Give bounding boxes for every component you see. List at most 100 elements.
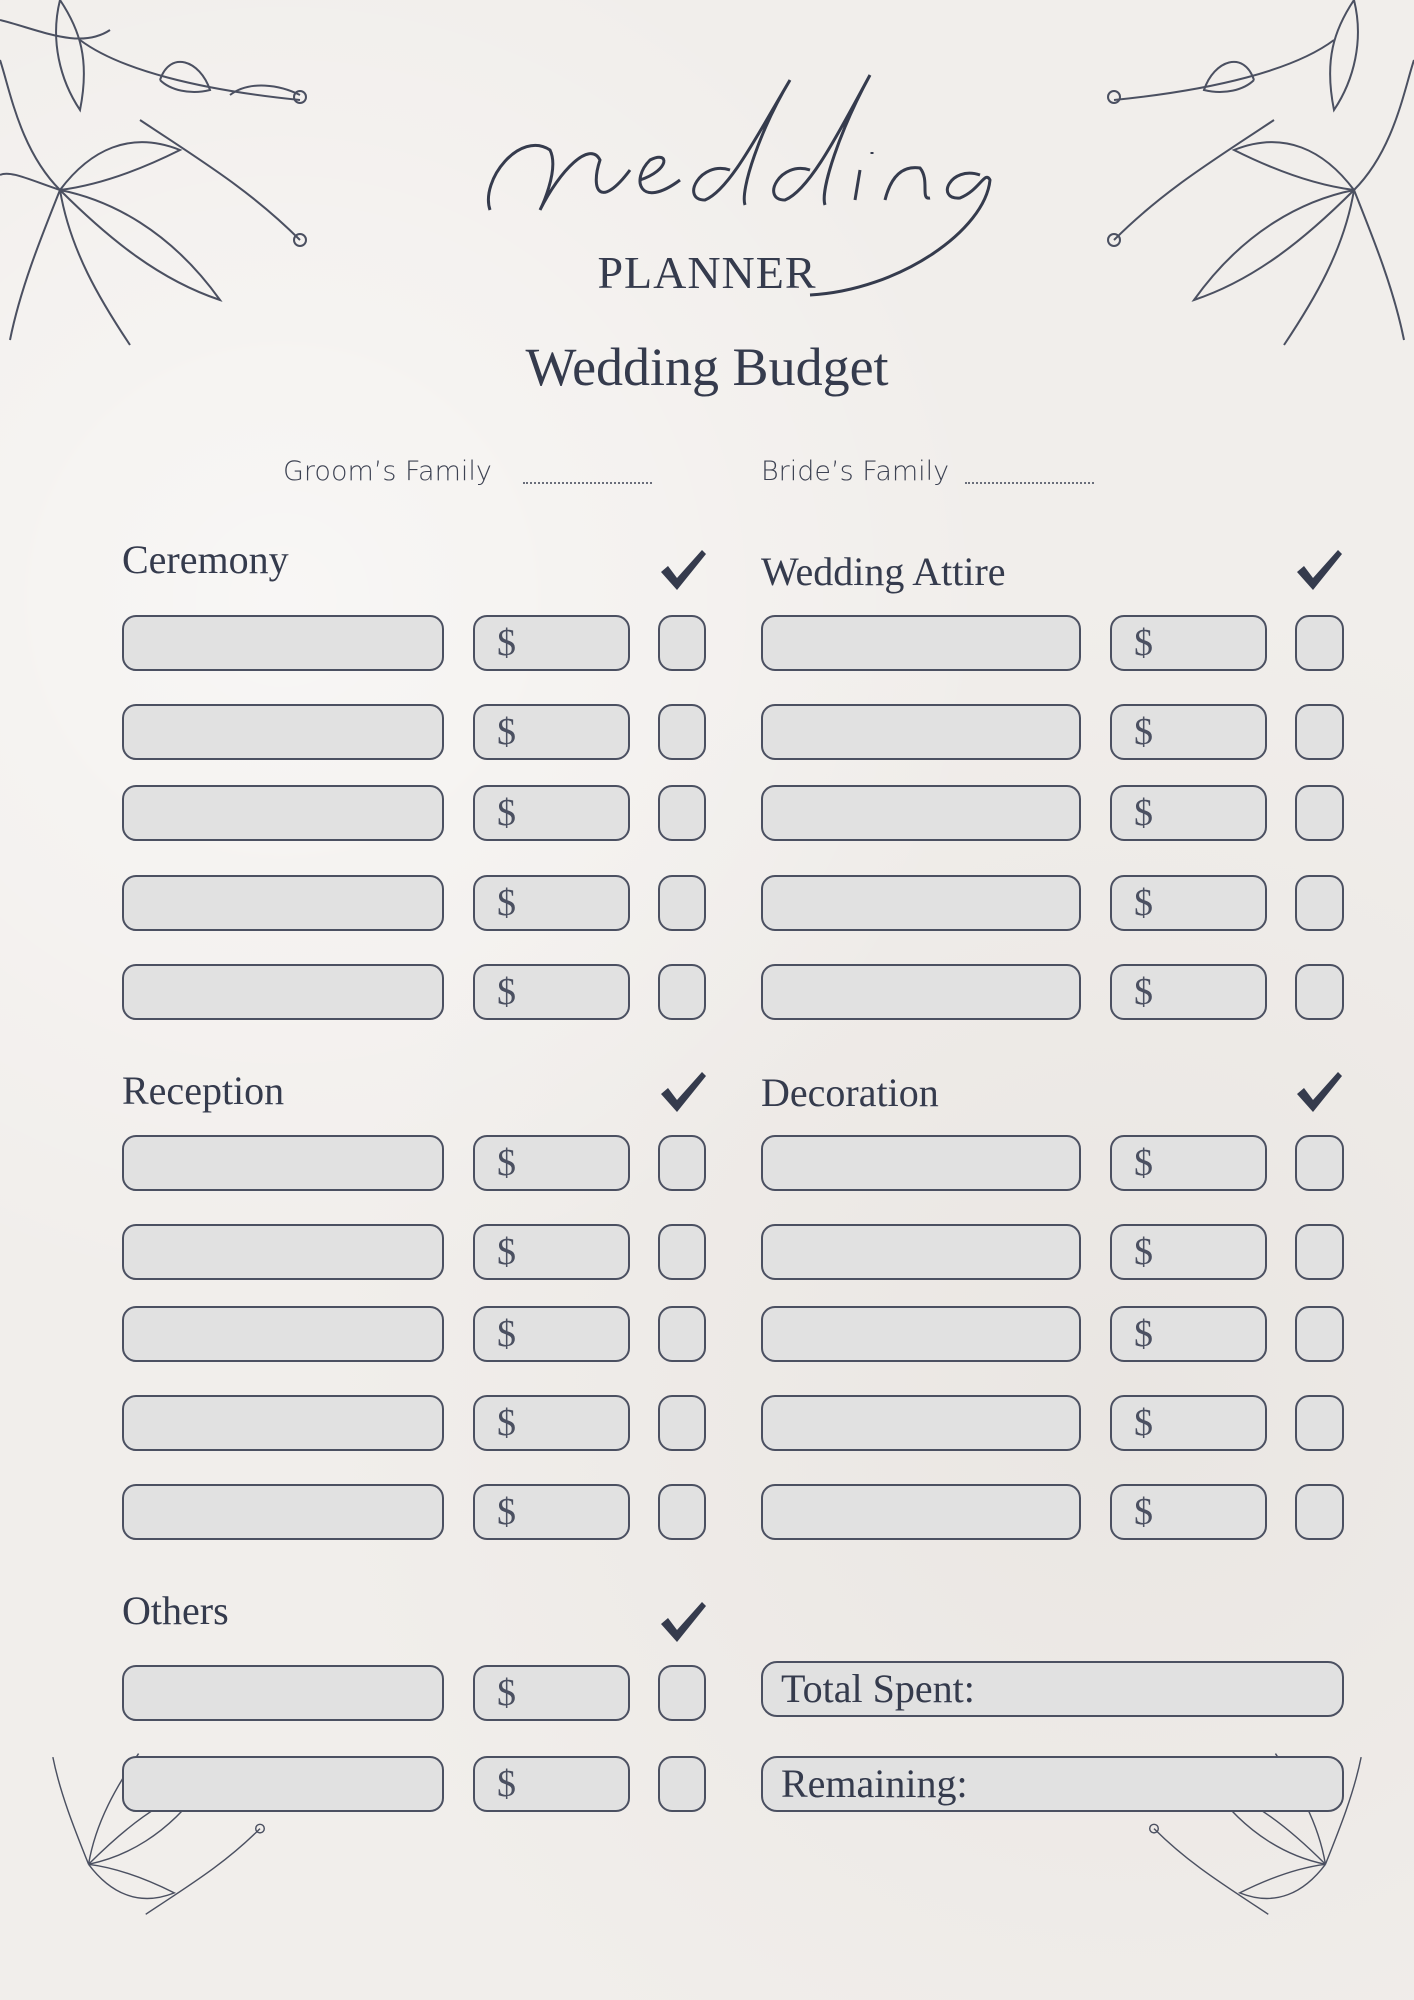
dollar-sign: $ [1134, 882, 1153, 924]
dollar-sign: $ [497, 622, 516, 664]
others-item-field[interactable] [122, 1756, 444, 1812]
wedding_attire-item-field[interactable] [761, 964, 1081, 1020]
others-amount-field[interactable]: $ [473, 1665, 630, 1721]
ceremony-item-field[interactable] [122, 875, 444, 931]
dollar-sign: $ [497, 711, 516, 753]
ceremony-paid-checkbox[interactable] [658, 875, 706, 931]
reception-paid-checkbox[interactable] [658, 1484, 706, 1540]
dollar-sign: $ [1134, 711, 1153, 753]
decoration-paid-checkbox[interactable] [1295, 1306, 1344, 1362]
ceremony-amount-field[interactable]: $ [473, 964, 630, 1020]
section-title-decoration: Decoration [761, 1070, 939, 1115]
reception-paid-checkbox[interactable] [658, 1395, 706, 1451]
section-title-reception: Reception [122, 1068, 285, 1113]
dollar-sign: $ [497, 1491, 516, 1533]
reception-paid-checkbox[interactable] [658, 1224, 706, 1280]
ceremony-paid-checkbox[interactable] [658, 964, 706, 1020]
grooms-family-label: Groom’s Family [283, 456, 492, 487]
wedding_attire-paid-checkbox[interactable] [1295, 704, 1344, 760]
wedding_attire-item-field[interactable] [761, 785, 1081, 841]
total-spent-label: Total Spent: [781, 1666, 975, 1711]
reception-amount-field[interactable]: $ [473, 1484, 630, 1540]
wedding_attire-amount-field[interactable]: $ [1110, 875, 1267, 931]
decoration-item-field[interactable] [761, 1224, 1081, 1280]
checkmark-icon [658, 548, 708, 592]
wedding_attire-amount-field[interactable]: $ [1110, 615, 1267, 671]
reception-paid-checkbox[interactable] [658, 1306, 706, 1362]
ceremony-amount-field[interactable]: $ [473, 615, 630, 671]
reception-paid-checkbox[interactable] [658, 1135, 706, 1191]
lily-flower-icon [1107, 0, 1414, 346]
decoration-paid-checkbox[interactable] [1295, 1135, 1344, 1191]
wedding_attire-paid-checkbox[interactable] [1295, 964, 1344, 1020]
reception-item-field[interactable] [122, 1395, 444, 1451]
others-paid-checkbox[interactable] [658, 1665, 706, 1721]
dollar-sign: $ [497, 1402, 516, 1444]
reception-amount-field[interactable]: $ [473, 1224, 630, 1280]
wedding_attire-item-field[interactable] [761, 615, 1081, 671]
dollar-sign: $ [497, 1763, 516, 1805]
checkmark-icon [1294, 548, 1344, 592]
dollar-sign: $ [497, 1142, 516, 1184]
dollar-sign: $ [1134, 622, 1153, 664]
remaining-field[interactable]: Remaining: [761, 1756, 1344, 1812]
wedding_attire-item-field[interactable] [761, 875, 1081, 931]
decoration-item-field[interactable] [761, 1135, 1081, 1191]
lily-flower-icon [1149, 1753, 1362, 1915]
ceremony-paid-checkbox[interactable] [658, 615, 706, 671]
decoration-item-field[interactable] [761, 1484, 1081, 1540]
section-title-others: Others [122, 1588, 229, 1633]
decoration-amount-field[interactable]: $ [1110, 1306, 1267, 1362]
checkmark-icon [658, 1600, 708, 1644]
dollar-sign: $ [497, 1672, 516, 1714]
decoration-paid-checkbox[interactable] [1295, 1395, 1344, 1451]
decoration-amount-field[interactable]: $ [1110, 1484, 1267, 1540]
decoration-amount-field[interactable]: $ [1110, 1395, 1267, 1451]
others-amount-field[interactable]: $ [473, 1756, 630, 1812]
dollar-sign: $ [497, 1313, 516, 1355]
reception-item-field[interactable] [122, 1484, 444, 1540]
reception-item-field[interactable] [122, 1135, 444, 1191]
lily-flower-icon [52, 1753, 265, 1915]
decoration-paid-checkbox[interactable] [1295, 1224, 1344, 1280]
decoration-amount-field[interactable]: $ [1110, 1135, 1267, 1191]
section-title-wedding_attire: Wedding Attire [761, 549, 1006, 594]
wedding_attire-paid-checkbox[interactable] [1295, 785, 1344, 841]
ceremony-item-field[interactable] [122, 615, 444, 671]
decoration-item-field[interactable] [761, 1395, 1081, 1451]
wedding_attire-item-field[interactable] [761, 704, 1081, 760]
dollar-sign: $ [497, 1231, 516, 1273]
dollar-sign: $ [1134, 1402, 1153, 1444]
ceremony-amount-field[interactable]: $ [473, 875, 630, 931]
section-title-ceremony: Ceremony [122, 537, 289, 582]
reception-amount-field[interactable]: $ [473, 1135, 630, 1191]
brides-family-amount-line[interactable] [965, 482, 1094, 484]
remaining-label: Remaining: [781, 1761, 968, 1806]
dollar-sign: $ [1134, 971, 1153, 1013]
ceremony-paid-checkbox[interactable] [658, 704, 706, 760]
reception-item-field[interactable] [122, 1306, 444, 1362]
reception-item-field[interactable] [122, 1224, 444, 1280]
reception-amount-field[interactable]: $ [473, 1395, 630, 1451]
total-spent-field[interactable]: Total Spent: [761, 1661, 1344, 1717]
ceremony-item-field[interactable] [122, 704, 444, 760]
ceremony-amount-field[interactable]: $ [473, 704, 630, 760]
decoration-item-field[interactable] [761, 1306, 1081, 1362]
ceremony-item-field[interactable] [122, 964, 444, 1020]
ceremony-paid-checkbox[interactable] [658, 785, 706, 841]
reception-amount-field[interactable]: $ [473, 1306, 630, 1362]
wedding_attire-amount-field[interactable]: $ [1110, 704, 1267, 760]
wedding_attire-paid-checkbox[interactable] [1295, 615, 1344, 671]
decoration-amount-field[interactable]: $ [1110, 1224, 1267, 1280]
decoration-paid-checkbox[interactable] [1295, 1484, 1344, 1540]
wedding_attire-amount-field[interactable]: $ [1110, 964, 1267, 1020]
ceremony-item-field[interactable] [122, 785, 444, 841]
wedding_attire-amount-field[interactable]: $ [1110, 785, 1267, 841]
grooms-family-amount-line[interactable] [523, 482, 652, 484]
others-item-field[interactable] [122, 1665, 444, 1721]
wedding_attire-paid-checkbox[interactable] [1295, 875, 1344, 931]
others-paid-checkbox[interactable] [658, 1756, 706, 1812]
dollar-sign: $ [1134, 1231, 1153, 1273]
checkmark-icon [1294, 1070, 1344, 1114]
ceremony-amount-field[interactable]: $ [473, 785, 630, 841]
